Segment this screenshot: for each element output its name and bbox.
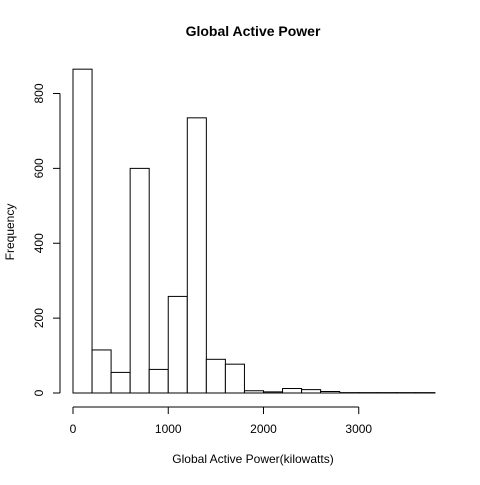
histogram-bar <box>283 389 302 393</box>
y-tick-label: 200 <box>32 308 46 328</box>
x-tick-label: 2000 <box>250 422 277 436</box>
x-axis-label: Global Active Power(kilowatts) <box>172 452 333 466</box>
histogram-bar <box>149 369 168 393</box>
histogram-bar <box>321 392 340 394</box>
histogram-bar <box>73 69 92 393</box>
histogram-bars <box>73 69 435 393</box>
histogram-bar <box>130 168 149 393</box>
y-tick-label: 800 <box>32 83 46 103</box>
histogram-bar <box>111 372 130 393</box>
histogram-bar <box>244 391 263 393</box>
histogram-bar <box>92 350 111 393</box>
chart-title: Global Active Power <box>186 23 321 39</box>
histogram-bar <box>264 392 283 393</box>
y-axis-label: Frequency <box>3 204 17 261</box>
y-tick-label: 600 <box>32 158 46 178</box>
histogram-bar <box>168 296 187 393</box>
y-tick-label: 0 <box>32 389 46 396</box>
histogram-bar <box>206 359 225 393</box>
x-axis: 0 1000 2000 3000 <box>70 407 373 436</box>
y-axis: 0 200 400 600 800 <box>32 83 60 396</box>
y-tick-label: 400 <box>32 233 46 253</box>
x-tick-label: 3000 <box>345 422 372 436</box>
histogram-bar <box>225 364 244 393</box>
histogram-bar <box>187 118 206 393</box>
histogram-bar <box>302 390 321 393</box>
x-tick-label: 0 <box>70 422 77 436</box>
x-tick-label: 1000 <box>155 422 182 436</box>
